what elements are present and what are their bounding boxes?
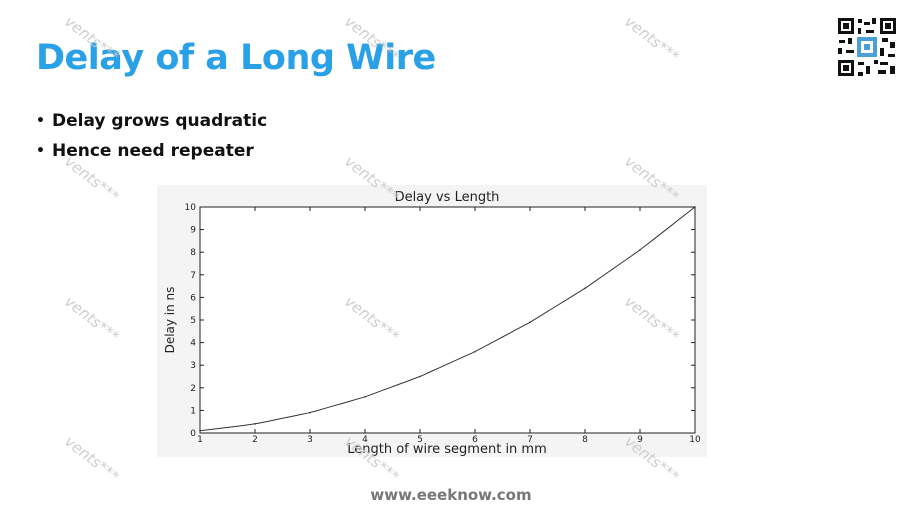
watermark-text: vents*** [61, 292, 123, 346]
bullet-text: Hence need repeater [52, 141, 254, 161]
x-tick-label: 9 [637, 435, 643, 445]
x-tick-label: 7 [527, 435, 533, 445]
y-tick-label: 1 [190, 406, 196, 416]
x-tick-label: 6 [472, 435, 478, 445]
y-tick-label: 0 [190, 429, 196, 439]
y-tick-label: 9 [190, 226, 196, 236]
x-tick-label: 3 [307, 435, 313, 445]
data-point [694, 206, 696, 208]
y-tick-label: 4 [190, 339, 196, 349]
series-line [199, 206, 696, 432]
footer-url: www.eeeknow.com [370, 486, 532, 504]
x-tick-label: 10 [689, 435, 701, 445]
data-point [199, 429, 201, 432]
x-tick-label: 8 [582, 435, 588, 445]
bullet-item: • Delay grows quadratic [36, 106, 267, 136]
y-axis-label: Delay in ns [163, 287, 177, 354]
y-tick-label: 10 [185, 203, 197, 213]
watermark-text: vents*** [61, 432, 123, 486]
data-point [584, 287, 586, 290]
bullet-text: Delay grows quadratic [52, 111, 268, 131]
bullet-dot-icon: • [36, 143, 45, 159]
x-tick-label: 5 [417, 435, 423, 445]
x-tick-label: 2 [252, 435, 258, 445]
data-point [639, 249, 641, 251]
data-point [309, 411, 311, 414]
y-tick-label: 7 [190, 271, 196, 281]
slide-title: Delay of a Long Wire [36, 38, 436, 78]
data-point [529, 321, 531, 324]
data-point [474, 350, 476, 353]
delay-vs-length-chart: Delay vs Length Length of wire segment i… [157, 185, 707, 461]
plot-area [199, 206, 696, 434]
data-point [364, 396, 366, 398]
qr-code-icon [836, 16, 898, 78]
data-point [254, 423, 256, 425]
y-tick-label: 6 [190, 293, 196, 303]
x-tick-label: 1 [197, 435, 203, 445]
data-point [419, 375, 421, 378]
y-tick-label: 5 [190, 316, 196, 326]
y-tick-label: 2 [190, 384, 196, 394]
bullet-list: • Delay grows quadratic • Hence need rep… [36, 106, 267, 166]
chart-title: Delay vs Length [395, 190, 500, 205]
y-tick-label: 8 [190, 248, 196, 258]
chart-svg: Delay vs Length Length of wire segment i… [157, 185, 707, 457]
x-axis-label: Length of wire segment in mm [347, 442, 547, 457]
bullet-dot-icon: • [36, 113, 45, 129]
x-tick-label: 4 [362, 435, 368, 445]
series-marks [199, 206, 696, 432]
watermark-text: vents*** [621, 12, 683, 66]
bullet-item: • Hence need repeater [36, 136, 267, 166]
y-tick-label: 3 [190, 361, 196, 371]
